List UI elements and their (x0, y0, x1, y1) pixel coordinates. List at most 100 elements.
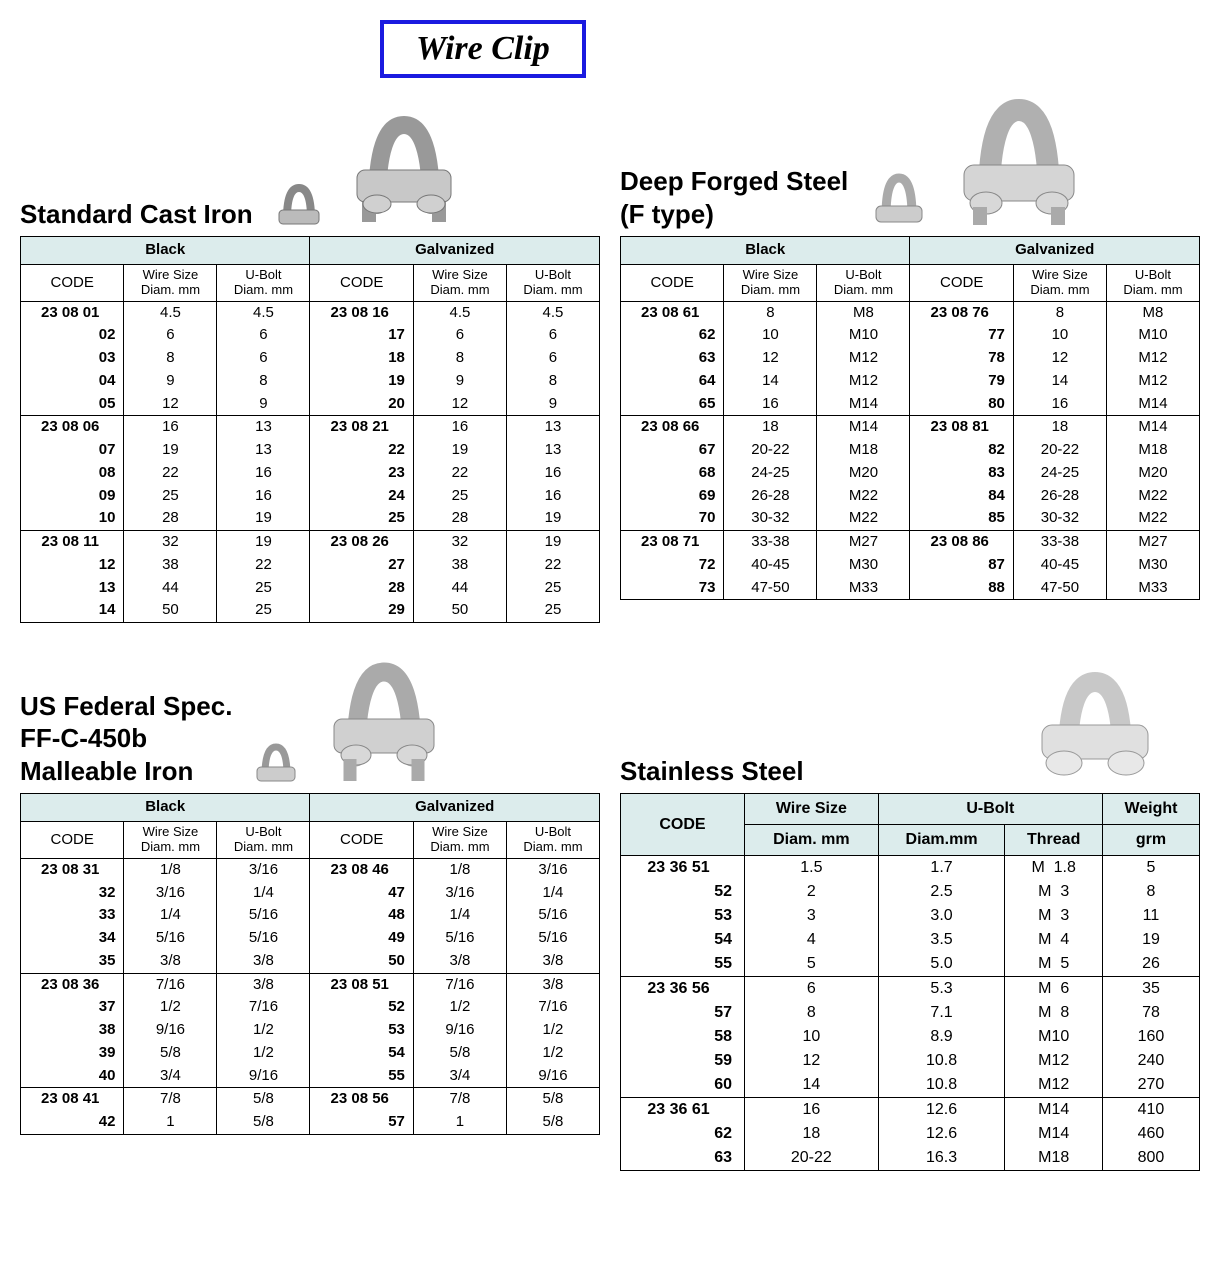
table-cell: 4.5 (506, 301, 599, 324)
table-cell: 5/16 (506, 927, 599, 950)
table-cell-code: 23 36 51 (621, 856, 745, 881)
table-cell-code: 28 (310, 577, 413, 600)
table-cell-code: 09 (21, 485, 124, 508)
table-cell: 10 (1013, 324, 1106, 347)
table-cell: M 6 (1005, 977, 1103, 1002)
table-cell: 9/16 (413, 1019, 506, 1042)
table-cell-code: 37 (21, 996, 124, 1019)
table-cell: 6 (413, 324, 506, 347)
table-cell: 8 (745, 1001, 879, 1025)
table-cell: 40-45 (724, 554, 817, 577)
table-cell: 3/4 (124, 1065, 217, 1088)
table-cell-code: 04 (21, 370, 124, 393)
cast-iron-body: 23 08 014.54.523 08 164.54.5026617660386… (21, 301, 600, 623)
table-cell: 44 (413, 577, 506, 600)
table-cell: 25 (506, 577, 599, 600)
table-cell: 5 (745, 952, 879, 977)
table-cell: 9 (124, 370, 217, 393)
table-cell: 800 (1102, 1146, 1199, 1171)
table-cell: 2.5 (878, 880, 1005, 904)
table-cell: M18 (817, 439, 910, 462)
table-cell: M22 (1106, 485, 1199, 508)
table-cell: 16 (1013, 393, 1106, 416)
table-cell: 16 (124, 416, 217, 439)
table-cell: 33-38 (724, 531, 817, 554)
table-cell: 30-32 (1013, 507, 1106, 530)
table-cell: 1/2 (124, 996, 217, 1019)
table-cell: 24-25 (724, 462, 817, 485)
table-cell: 78 (1102, 1001, 1199, 1025)
table-cell: 22 (506, 554, 599, 577)
wire-clip-stainless-icon (1020, 667, 1170, 787)
table-cell: M22 (817, 507, 910, 530)
table-cell: M12 (1106, 370, 1199, 393)
table-cell-code: 23 36 61 (621, 1098, 745, 1123)
table-cell-code: 23 08 81 (910, 416, 1013, 439)
table-cell-code: 23 08 61 (621, 301, 724, 324)
table-cell: 11 (1102, 904, 1199, 928)
table-cell-code: 20 (310, 393, 413, 416)
wire-clip-large-icon (944, 95, 1094, 230)
table-cell: M 1.8 (1005, 856, 1103, 881)
table-cell: M14 (1106, 416, 1199, 439)
table-cell: 5.3 (878, 977, 1005, 1002)
table-cell: 10 (745, 1025, 879, 1049)
table-cell: M 3 (1005, 880, 1103, 904)
table-cell-code: 23 08 31 (21, 858, 124, 881)
table-cell: 19 (217, 507, 310, 530)
col-ubolt: U-BoltDiam. mm (217, 264, 310, 301)
table-cell: 47-50 (724, 577, 817, 600)
table-cell-code: 23 08 21 (310, 416, 413, 439)
table-cell: M14 (817, 416, 910, 439)
table-cell-code: 24 (310, 485, 413, 508)
section-stainless: Stainless Steel CODE Wire Size U-Bolt We… (620, 647, 1200, 1171)
table-cell: M33 (817, 577, 910, 600)
table-cell: 19 (217, 531, 310, 554)
table-cell: 7/16 (217, 996, 310, 1019)
table-cell: 47-50 (1013, 577, 1106, 600)
table-cell: 12.6 (878, 1122, 1005, 1146)
table-cell: M20 (817, 462, 910, 485)
table-cell: 32 (124, 531, 217, 554)
table-cell: 5/8 (506, 1111, 599, 1134)
table-cell: 1 (124, 1111, 217, 1134)
table-cell-code: 07 (21, 439, 124, 462)
table-cell-code: 23 08 66 (621, 416, 724, 439)
table-cell: 33-38 (1013, 531, 1106, 554)
table-cell: M8 (1106, 301, 1199, 324)
table-cell: 18 (745, 1122, 879, 1146)
cast-iron-title: Standard Cast Iron (20, 198, 253, 231)
table-cell-code: 72 (621, 554, 724, 577)
table-cell: 20-22 (1013, 439, 1106, 462)
table-cell-code: 68 (621, 462, 724, 485)
table-cell-code: 14 (21, 599, 124, 622)
col-wire: Wire SizeDiam. mm (124, 264, 217, 301)
table-cell: 16 (724, 393, 817, 416)
table-cell-code: 64 (621, 370, 724, 393)
table-cell: 1/8 (413, 858, 506, 881)
table-cell: 1/2 (217, 1042, 310, 1065)
table-cell: 18 (1013, 416, 1106, 439)
table-cell-code: 03 (21, 347, 124, 370)
table-cell: 5/8 (124, 1042, 217, 1065)
table-cell: M10 (1005, 1025, 1103, 1049)
table-cell: 3/16 (413, 882, 506, 905)
table-cell: 5/8 (506, 1088, 599, 1111)
table-cell: 22 (413, 462, 506, 485)
table-cell-code: 58 (621, 1025, 745, 1049)
col-wire: Wire SizeDiam. mm (413, 264, 506, 301)
table-cell-code: 62 (621, 1122, 745, 1146)
table-cell-code: 23 08 26 (310, 531, 413, 554)
table-cell-code: 10 (21, 507, 124, 530)
table-cell-code: 42 (21, 1111, 124, 1134)
table-cell: 44 (124, 577, 217, 600)
forged-table: Black Galvanized CODE Wire SizeDiam. mm … (620, 236, 1200, 600)
table-cell: 7.1 (878, 1001, 1005, 1025)
stainless-body: 23 36 511.51.7M 1.855222.5M 385333.0M 31… (621, 856, 1200, 1171)
table-cell: 8.9 (878, 1025, 1005, 1049)
forged-body: 23 08 618M823 08 768M86210M107710M106312… (621, 301, 1200, 600)
table-cell: 35 (1102, 977, 1199, 1002)
malleable-title: US Federal Spec. FF-C-450b Malleable Iro… (20, 690, 232, 788)
table-cell: 12 (124, 393, 217, 416)
table-cell-code: 52 (621, 880, 745, 904)
